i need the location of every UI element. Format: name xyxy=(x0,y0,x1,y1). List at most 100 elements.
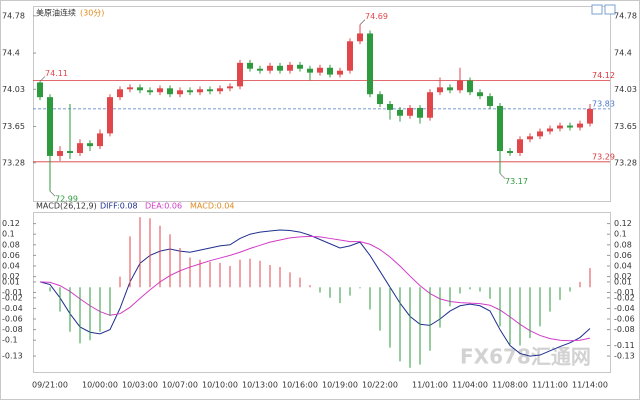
candle-body xyxy=(337,70,343,75)
candle-body xyxy=(447,87,453,91)
y-tick-label: 0.01 xyxy=(2,277,20,286)
y2-tick-label: -0.04 xyxy=(614,304,635,313)
candle-body xyxy=(147,90,153,93)
candle-body xyxy=(97,133,103,147)
macd-line xyxy=(39,229,591,357)
candle-body xyxy=(287,64,293,71)
candle-body xyxy=(307,68,313,73)
candle-body xyxy=(457,80,463,91)
candle-body xyxy=(47,97,53,156)
y-tick-label: -0.04 xyxy=(2,304,23,313)
x-tick-label: 11/11:00 xyxy=(532,381,568,390)
candle-body xyxy=(397,109,403,116)
y2-tick-label: 73.28 xyxy=(614,158,637,167)
x-tick-label: 10/00:00 xyxy=(82,381,118,390)
level-label: 73.83 xyxy=(592,99,615,108)
y2-tick-label: 73.65 xyxy=(614,122,637,131)
y2-tick-label: -0.02 xyxy=(614,293,635,302)
annotation-pointer xyxy=(499,173,506,179)
y-tick-label: 0.08 xyxy=(2,240,20,249)
y-tick-label: 0.02 xyxy=(2,272,20,281)
x-tick-label: 10/13:00 xyxy=(242,381,278,390)
y-tick-label: -0.13 xyxy=(2,352,23,361)
y2-tick-label: 74.78 xyxy=(614,11,637,20)
instrument-title: 美原油连续 xyxy=(36,8,76,18)
candle-body xyxy=(187,90,193,93)
candle-body xyxy=(117,89,123,98)
y-tick-label: 0.12 xyxy=(2,219,20,228)
candle-body xyxy=(347,41,353,71)
y-tick-label: 0.06 xyxy=(2,251,20,260)
y2-tick-label: 0.04 xyxy=(614,262,632,271)
candle-body xyxy=(577,123,583,128)
candle-body xyxy=(567,125,573,128)
level-label: 73.29 xyxy=(592,152,615,161)
y-tick-label: 73.65 xyxy=(2,122,25,131)
y2-tick-label: 0.1 xyxy=(614,230,627,239)
x-tick-label: 10/16:00 xyxy=(282,381,318,390)
candle-body xyxy=(367,33,373,95)
candle-body xyxy=(167,88,173,95)
y-tick-label: -0.06 xyxy=(2,315,23,324)
y-tick-label: 74.03 xyxy=(2,85,25,94)
x-tick-label: 09/21:00 xyxy=(32,381,68,390)
candle-body xyxy=(517,139,523,153)
y2-tick-label: 74.03 xyxy=(614,85,637,94)
annotation-pointer xyxy=(359,19,366,25)
candle-body xyxy=(237,62,243,87)
annotation-label: 74.69 xyxy=(365,12,388,21)
annotation-pointer xyxy=(49,190,56,197)
legend-entry: DEA:0.06 xyxy=(145,202,182,211)
y-tick-label: -0.01 xyxy=(2,288,23,297)
candle-body xyxy=(387,104,393,110)
y2-tick-label: -0.13 xyxy=(614,352,635,361)
candle-body xyxy=(587,108,593,124)
y-tick-label: -0.08 xyxy=(2,325,23,334)
candle-body xyxy=(477,92,483,97)
candle-body xyxy=(127,87,133,90)
x-tick-label: 11/04:00 xyxy=(452,381,488,390)
x-tick-label: 10/10:00 xyxy=(202,381,238,390)
candle-body xyxy=(107,97,113,134)
level-label: 74.12 xyxy=(592,71,615,80)
candle-body xyxy=(257,68,263,71)
y2-tick-label: -0.06 xyxy=(614,315,635,324)
x-tick-label: 11/14:00 xyxy=(572,381,608,390)
candle-body xyxy=(137,87,143,91)
y2-tick-label: -0.11 xyxy=(614,341,635,350)
x-tick-label: 10/22:00 xyxy=(362,381,398,390)
legend-entry: MACD:0.04 xyxy=(190,202,235,211)
candle-body xyxy=(437,87,443,93)
zoom-icon[interactable] xyxy=(604,4,616,15)
y-tick-label: -0.1 xyxy=(2,336,18,345)
settings-icon[interactable] xyxy=(591,4,603,15)
x-tick-label: 11/01:00 xyxy=(412,381,448,390)
x-tick-label: 10/03:00 xyxy=(122,381,158,390)
candle-body xyxy=(527,136,533,140)
candle-body xyxy=(487,96,493,106)
candle-body xyxy=(417,107,423,118)
macd-line xyxy=(39,235,591,342)
candle-body xyxy=(227,86,233,89)
y2-tick-label: 0.01 xyxy=(614,277,632,286)
annotation-pointer xyxy=(39,76,46,82)
annotation-label: 73.17 xyxy=(505,177,528,186)
y-tick-label: -0.02 xyxy=(2,293,23,302)
candle-body xyxy=(67,151,73,153)
watermark: FX678汇通网 xyxy=(460,345,591,369)
y2-tick-label: 0.02 xyxy=(614,272,632,281)
annotation-label: 74.11 xyxy=(45,69,68,78)
x-tick-label: 10/07:00 xyxy=(162,381,198,390)
candle-body xyxy=(177,90,183,95)
candle-body xyxy=(197,89,203,93)
candle-body xyxy=(407,107,413,116)
x-tick-label: 10/19:00 xyxy=(322,381,358,390)
candle-body xyxy=(537,131,543,137)
y2-tick-label: 74.4 xyxy=(614,49,632,58)
y2-tick-label: 0.08 xyxy=(614,240,632,249)
candle-body xyxy=(547,128,553,132)
candle-body xyxy=(247,62,253,69)
price-panel xyxy=(33,6,611,202)
